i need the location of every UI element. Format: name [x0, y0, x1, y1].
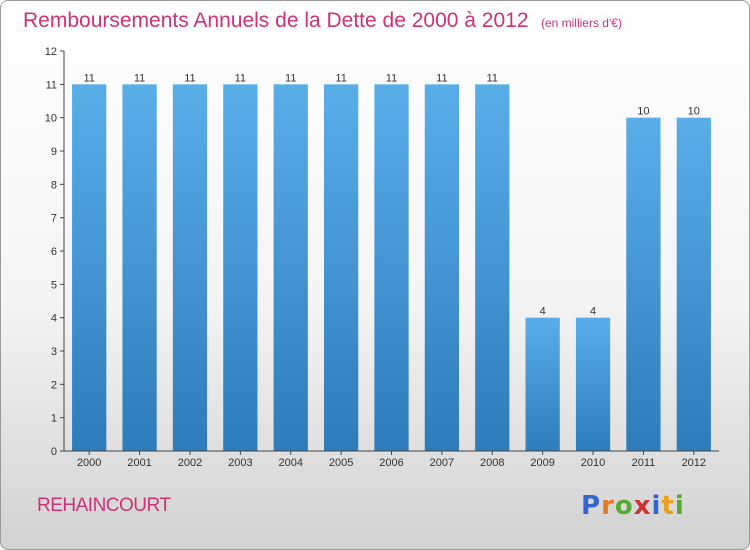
data-label: 4 — [590, 306, 596, 318]
data-label: 10 — [688, 106, 700, 118]
x-tick-label: 2012 — [682, 457, 706, 469]
bar — [525, 317, 560, 451]
logo-letter: i — [674, 491, 685, 521]
data-label: 10 — [637, 106, 649, 118]
logo-letter: i — [651, 491, 662, 521]
data-label: 11 — [335, 72, 346, 84]
x-tick-label: 2000 — [77, 457, 101, 469]
bar — [374, 84, 409, 451]
x-tick-label: 2005 — [329, 457, 353, 469]
data-label: 11 — [184, 72, 195, 84]
bar — [626, 117, 661, 452]
x-tick-label: 2008 — [480, 457, 504, 469]
y-tick-label: 2 — [51, 379, 57, 391]
logo-letter: t — [661, 491, 675, 521]
data-label: 4 — [540, 306, 546, 318]
data-label: 11 — [134, 72, 145, 84]
bar — [676, 117, 711, 452]
y-tick-label: 6 — [51, 246, 57, 258]
logo-letter: x — [633, 491, 652, 521]
y-tick-label: 4 — [51, 313, 57, 325]
y-tick-label: 7 — [51, 213, 57, 225]
bar — [575, 317, 611, 451]
bar — [172, 84, 208, 451]
y-tick-label: 11 — [46, 79, 57, 91]
x-tick-label: 2007 — [430, 457, 454, 469]
x-tick-label: 2001 — [127, 457, 151, 469]
data-label: 11 — [487, 72, 498, 84]
y-tick-label: 8 — [51, 179, 57, 191]
y-tick-label: 3 — [51, 346, 57, 358]
proxiti-logo: Proxiti — [581, 491, 685, 521]
x-tick-label: 2010 — [581, 457, 605, 469]
bar — [273, 84, 308, 451]
x-tick-label: 2003 — [228, 457, 252, 469]
data-label: 11 — [386, 72, 397, 84]
x-tick-label: 2002 — [178, 457, 202, 469]
bar — [72, 84, 107, 451]
bar — [122, 84, 157, 451]
x-tick-label: 2009 — [530, 457, 554, 469]
y-tick-label: 12 — [45, 46, 57, 58]
place-name: REHAINCOURT — [37, 495, 171, 516]
y-tick-label: 9 — [51, 146, 57, 158]
logo-letter: P — [581, 491, 602, 521]
x-tick-label: 2011 — [632, 457, 656, 469]
chart-title-text: Remboursements Annuels de la Dette de 20… — [23, 9, 529, 32]
y-tick-label: 5 — [51, 279, 57, 291]
bar — [475, 84, 510, 451]
chart-title: Remboursements Annuels de la Dette de 20… — [23, 9, 622, 33]
x-tick-label: 2006 — [379, 457, 403, 469]
logo-letter: o — [614, 491, 634, 521]
data-label: 11 — [285, 72, 296, 84]
bar — [424, 84, 460, 451]
unit-note: (en milliers d'€) — [540, 16, 622, 30]
logo-letter: r — [601, 491, 615, 521]
y-tick-label: 1 — [51, 413, 57, 425]
bar — [223, 84, 258, 451]
data-label: 11 — [436, 72, 447, 84]
x-tick-label: 2004 — [278, 457, 302, 469]
data-label: 11 — [83, 72, 94, 84]
data-label: 11 — [235, 72, 246, 84]
y-tick-label: 0 — [51, 446, 57, 458]
y-tick-label: 10 — [45, 113, 57, 125]
bar — [323, 84, 359, 451]
